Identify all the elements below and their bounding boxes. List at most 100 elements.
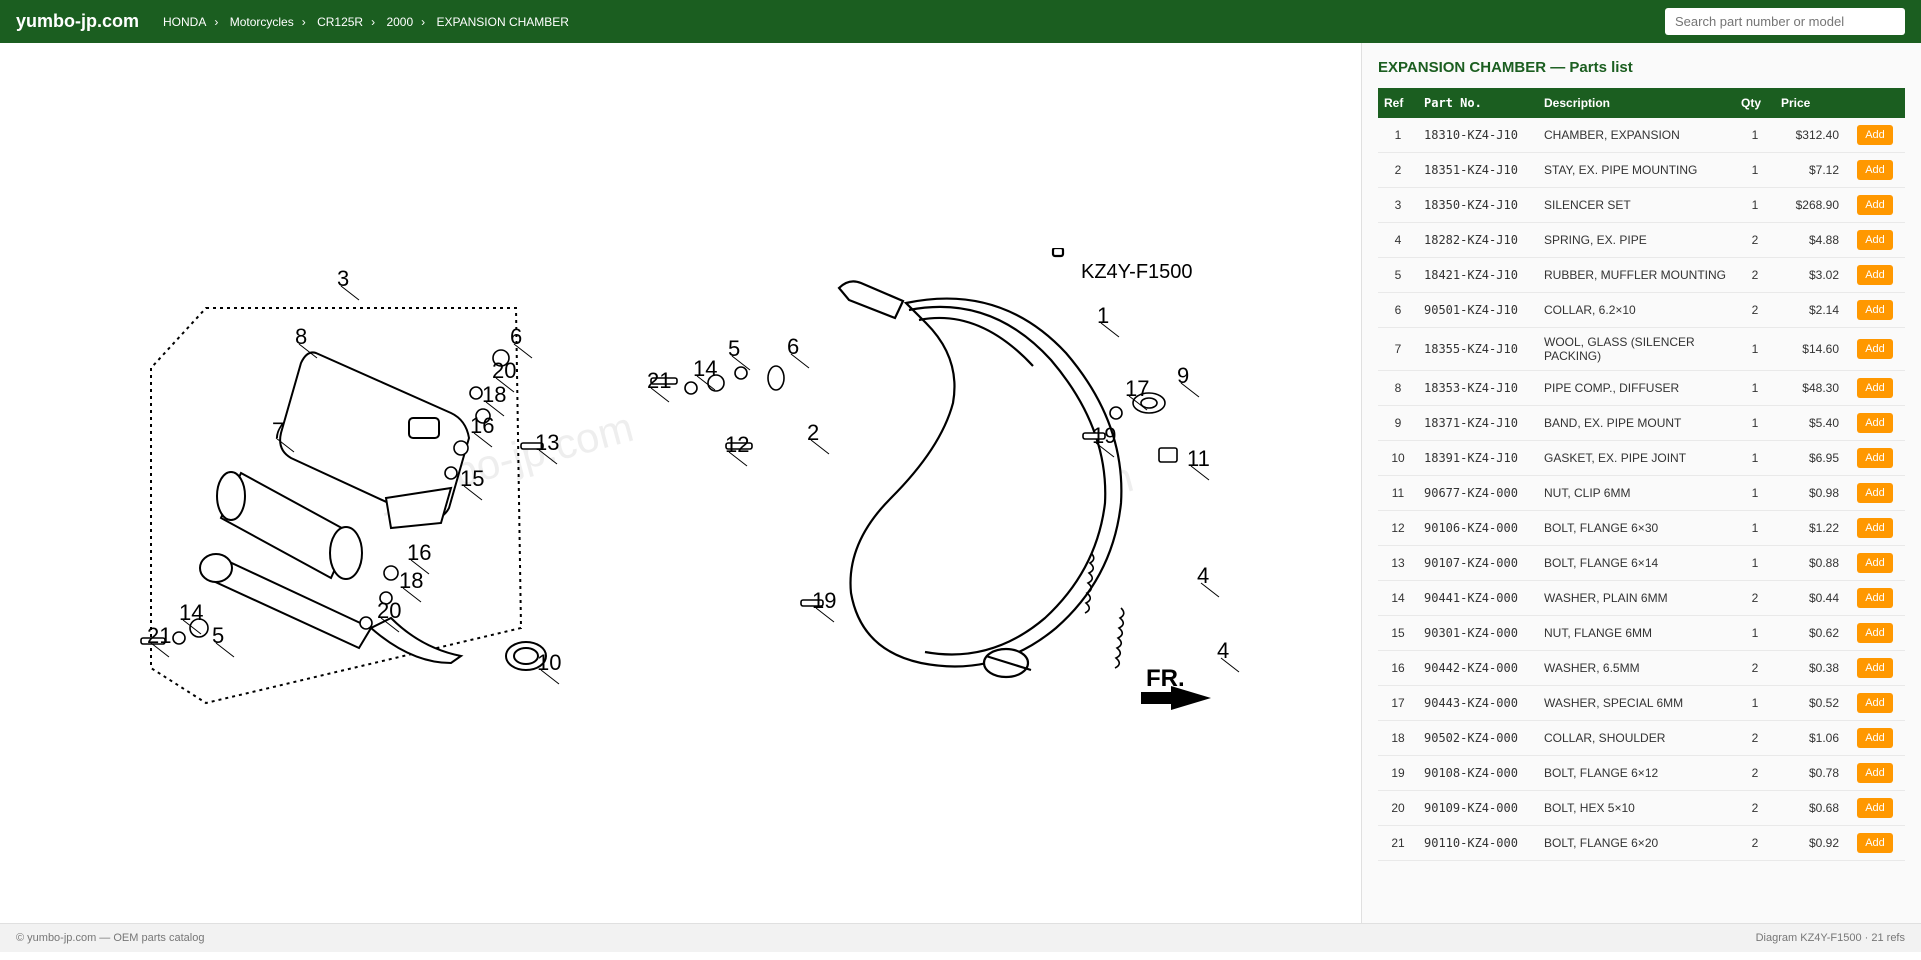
breadcrumb-item[interactable]: CR125R: [317, 15, 363, 29]
callout-number[interactable]: 16: [407, 540, 431, 565]
callout-number[interactable]: 3: [337, 266, 349, 291]
add-to-cart-button[interactable]: Add: [1857, 518, 1893, 538]
cell-part[interactable]: 18282-KZ4-J10: [1418, 223, 1538, 258]
cell-part[interactable]: 90441-KZ4-000: [1418, 581, 1538, 616]
cell-part[interactable]: 18391-KZ4-J10: [1418, 441, 1538, 476]
cell-part[interactable]: 18355-KZ4-J10: [1418, 328, 1538, 371]
table-row[interactable]: 1290106-KZ4-000BOLT, FLANGE 6×301$1.22Ad…: [1378, 511, 1905, 546]
callout-number[interactable]: 16: [470, 413, 494, 438]
add-to-cart-button[interactable]: Add: [1857, 833, 1893, 853]
breadcrumb-item[interactable]: 2000: [386, 15, 413, 29]
cell-part[interactable]: 18351-KZ4-J10: [1418, 153, 1538, 188]
table-row[interactable]: 1790443-KZ4-000WASHER, SPECIAL 6MM1$0.52…: [1378, 686, 1905, 721]
cell-part[interactable]: 18353-KZ4-J10: [1418, 371, 1538, 406]
callout-number[interactable]: 2: [807, 420, 819, 445]
callout-number[interactable]: 4: [1217, 638, 1229, 663]
add-to-cart-button[interactable]: Add: [1857, 588, 1893, 608]
table-row[interactable]: 1890502-KZ4-000COLLAR, SHOULDER2$1.06Add: [1378, 721, 1905, 756]
table-row[interactable]: 1490441-KZ4-000WASHER, PLAIN 6MM2$0.44Ad…: [1378, 581, 1905, 616]
add-to-cart-button[interactable]: Add: [1857, 195, 1893, 215]
cell-part[interactable]: 90502-KZ4-000: [1418, 721, 1538, 756]
add-to-cart-button[interactable]: Add: [1857, 693, 1893, 713]
callout-number[interactable]: 14: [693, 356, 717, 381]
cell-part[interactable]: 18310-KZ4-J10: [1418, 118, 1538, 153]
callout-number[interactable]: 4: [1197, 563, 1209, 588]
callout-number[interactable]: 9: [1177, 363, 1189, 388]
breadcrumb-item[interactable]: Motorcycles: [230, 15, 294, 29]
table-row[interactable]: 1690442-KZ4-000WASHER, 6.5MM2$0.38Add: [1378, 651, 1905, 686]
table-row[interactable]: 1190677-KZ4-000NUT, CLIP 6MM1$0.98Add: [1378, 476, 1905, 511]
table-row[interactable]: 2090109-KZ4-000BOLT, HEX 5×102$0.68Add: [1378, 791, 1905, 826]
callout-number[interactable]: 20: [492, 358, 516, 383]
callout-number[interactable]: 7: [272, 418, 284, 443]
table-row[interactable]: 690501-KZ4-J10COLLAR, 6.2×102$2.14Add: [1378, 293, 1905, 328]
cell-part[interactable]: 90108-KZ4-000: [1418, 756, 1538, 791]
callout-number[interactable]: 18: [399, 568, 423, 593]
table-row[interactable]: 1990108-KZ4-000BOLT, FLANGE 6×122$0.78Ad…: [1378, 756, 1905, 791]
cell-part[interactable]: 90107-KZ4-000: [1418, 546, 1538, 581]
callout-number[interactable]: 10: [537, 650, 561, 675]
add-to-cart-button[interactable]: Add: [1857, 798, 1893, 818]
cell-part[interactable]: 18371-KZ4-J10: [1418, 406, 1538, 441]
table-row[interactable]: 2190110-KZ4-000BOLT, FLANGE 6×202$0.92Ad…: [1378, 826, 1905, 861]
add-to-cart-button[interactable]: Add: [1857, 230, 1893, 250]
callout-number[interactable]: 18: [482, 382, 506, 407]
table-row[interactable]: 518421-KZ4-J10RUBBER, MUFFLER MOUNTING2$…: [1378, 258, 1905, 293]
add-to-cart-button[interactable]: Add: [1857, 160, 1893, 180]
callout-number[interactable]: 1: [1097, 303, 1109, 328]
add-to-cart-button[interactable]: Add: [1857, 623, 1893, 643]
cell-part[interactable]: 18421-KZ4-J10: [1418, 258, 1538, 293]
callout-number[interactable]: 14: [179, 600, 203, 625]
table-row[interactable]: 1018391-KZ4-J10GASKET, EX. PIPE JOINT1$6…: [1378, 441, 1905, 476]
table-row[interactable]: 418282-KZ4-J10SPRING, EX. PIPE2$4.88Add: [1378, 223, 1905, 258]
add-to-cart-button[interactable]: Add: [1857, 658, 1893, 678]
add-to-cart-button[interactable]: Add: [1857, 378, 1893, 398]
table-row[interactable]: 118310-KZ4-J10CHAMBER, EXPANSION1$312.40…: [1378, 118, 1905, 153]
cell-part[interactable]: 90677-KZ4-000: [1418, 476, 1538, 511]
callout-number[interactable]: 5: [728, 336, 740, 361]
add-to-cart-button[interactable]: Add: [1857, 728, 1893, 748]
cell-qty: 1: [1735, 328, 1775, 371]
cell-part[interactable]: 18350-KZ4-J10: [1418, 188, 1538, 223]
table-row[interactable]: 818353-KZ4-J10PIPE COMP., DIFFUSER1$48.3…: [1378, 371, 1905, 406]
cell-part[interactable]: 90443-KZ4-000: [1418, 686, 1538, 721]
add-to-cart-button[interactable]: Add: [1857, 125, 1893, 145]
table-row[interactable]: 218351-KZ4-J10STAY, EX. PIPE MOUNTING1$7…: [1378, 153, 1905, 188]
cell-part[interactable]: 90442-KZ4-000: [1418, 651, 1538, 686]
add-to-cart-button[interactable]: Add: [1857, 413, 1893, 433]
callout-number[interactable]: 6: [787, 334, 799, 359]
cell-part[interactable]: 90301-KZ4-000: [1418, 616, 1538, 651]
callout-number[interactable]: 19: [812, 588, 836, 613]
callout-number[interactable]: 17: [1125, 376, 1149, 401]
callout-number[interactable]: 6: [510, 324, 522, 349]
site-logo[interactable]: yumbo-jp.com: [16, 11, 139, 32]
add-to-cart-button[interactable]: Add: [1857, 265, 1893, 285]
callout-number[interactable]: 21: [647, 368, 671, 393]
add-to-cart-button[interactable]: Add: [1857, 763, 1893, 783]
callout-number[interactable]: 15: [460, 466, 484, 491]
callout-number[interactable]: 8: [295, 324, 307, 349]
add-to-cart-button[interactable]: Add: [1857, 339, 1893, 359]
add-to-cart-button[interactable]: Add: [1857, 553, 1893, 573]
add-to-cart-button[interactable]: Add: [1857, 448, 1893, 468]
callout-number[interactable]: 20: [377, 598, 401, 623]
callout-number[interactable]: 5: [212, 623, 224, 648]
callout-number[interactable]: 13: [535, 430, 559, 455]
cell-part[interactable]: 90109-KZ4-000: [1418, 791, 1538, 826]
cell-part[interactable]: 90110-KZ4-000: [1418, 826, 1538, 861]
table-row[interactable]: 1590301-KZ4-000NUT, FLANGE 6MM1$0.62Add: [1378, 616, 1905, 651]
table-row[interactable]: 718355-KZ4-J10WOOL, GLASS (SILENCER PACK…: [1378, 328, 1905, 371]
search-input[interactable]: [1665, 8, 1905, 35]
add-to-cart-button[interactable]: Add: [1857, 300, 1893, 320]
table-row[interactable]: 318350-KZ4-J10SILENCER SET1$268.90Add: [1378, 188, 1905, 223]
callout-number[interactable]: 11: [1187, 446, 1210, 471]
table-row[interactable]: 1390107-KZ4-000BOLT, FLANGE 6×141$0.88Ad…: [1378, 546, 1905, 581]
cell-part[interactable]: 90106-KZ4-000: [1418, 511, 1538, 546]
callout-number[interactable]: 12: [725, 432, 749, 457]
add-to-cart-button[interactable]: Add: [1857, 483, 1893, 503]
callout-number[interactable]: 21: [147, 623, 171, 648]
table-row[interactable]: 918371-KZ4-J10BAND, EX. PIPE MOUNT1$5.40…: [1378, 406, 1905, 441]
breadcrumb-item[interactable]: HONDA: [163, 15, 206, 29]
callout-number[interactable]: 19: [1092, 423, 1116, 448]
cell-part[interactable]: 90501-KZ4-J10: [1418, 293, 1538, 328]
